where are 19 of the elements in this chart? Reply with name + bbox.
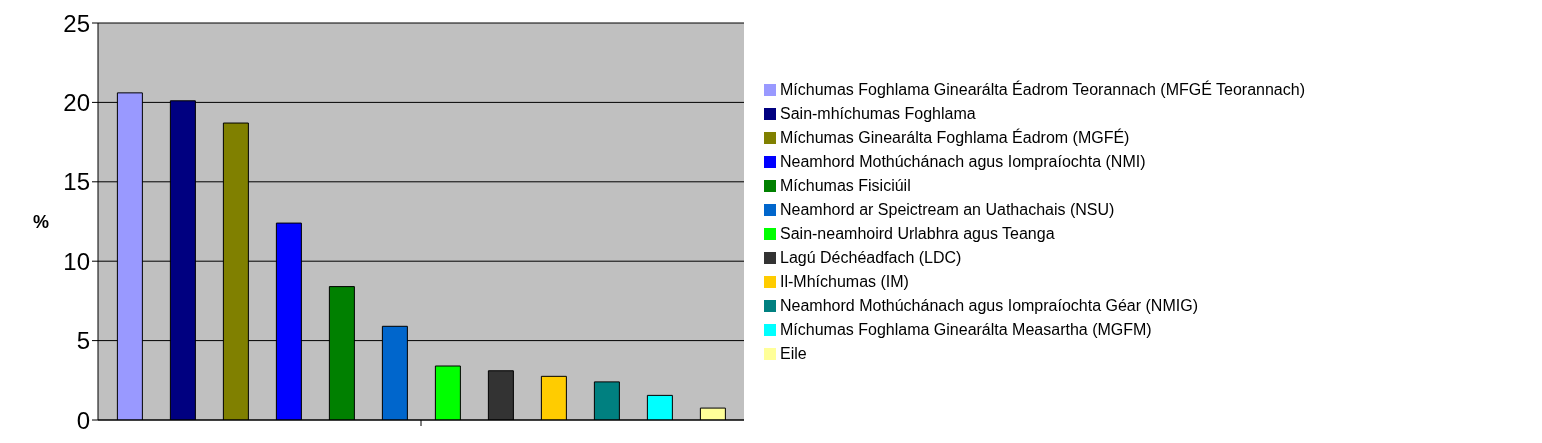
legend-label: Míchumas Fisiciúil bbox=[780, 176, 911, 194]
legend-label: Neamhord Mothúchánach agus Iompraíochta Géar (NMIG) bbox=[780, 296, 1198, 314]
y-tick-label: 25 bbox=[63, 9, 90, 37]
y-tick-label: 15 bbox=[63, 168, 90, 196]
y-tick-label: 10 bbox=[63, 247, 90, 275]
legend-label: Eile bbox=[780, 344, 807, 362]
legend-label: Il-Mhíchumas (IM) bbox=[780, 272, 909, 290]
legend-label: Míchumas Foghlama Ginearálta Éadrom Teorannach (MFGÉ Teorannach) bbox=[780, 80, 1305, 98]
y-axis-title: % bbox=[33, 211, 50, 232]
legend-label: Lagú Déchéadfach (LDC) bbox=[780, 248, 962, 266]
legend-label: Míchumas Foghlama Ginearálta Measartha (MGFM) bbox=[780, 320, 1152, 338]
legend-label: Neamhord ar Speictream an Uathachais (NSU) bbox=[780, 200, 1115, 218]
legend-label: Sain-mhíchumas Foghlama bbox=[780, 104, 976, 122]
y-tick-label: 20 bbox=[63, 88, 90, 116]
y-tick-label: 0 bbox=[76, 406, 90, 434]
legend-label: Sain-neamhoird Urlabhra agus Teanga bbox=[780, 224, 1055, 242]
y-tick-label: 5 bbox=[76, 327, 90, 355]
legend-label: Míchumas Ginearálta Foghlama Éadrom (MGFÉ) bbox=[780, 128, 1130, 146]
legend-label: Neamhord Mothúchánach agus Iompraíochta (NMI) bbox=[780, 152, 1146, 170]
